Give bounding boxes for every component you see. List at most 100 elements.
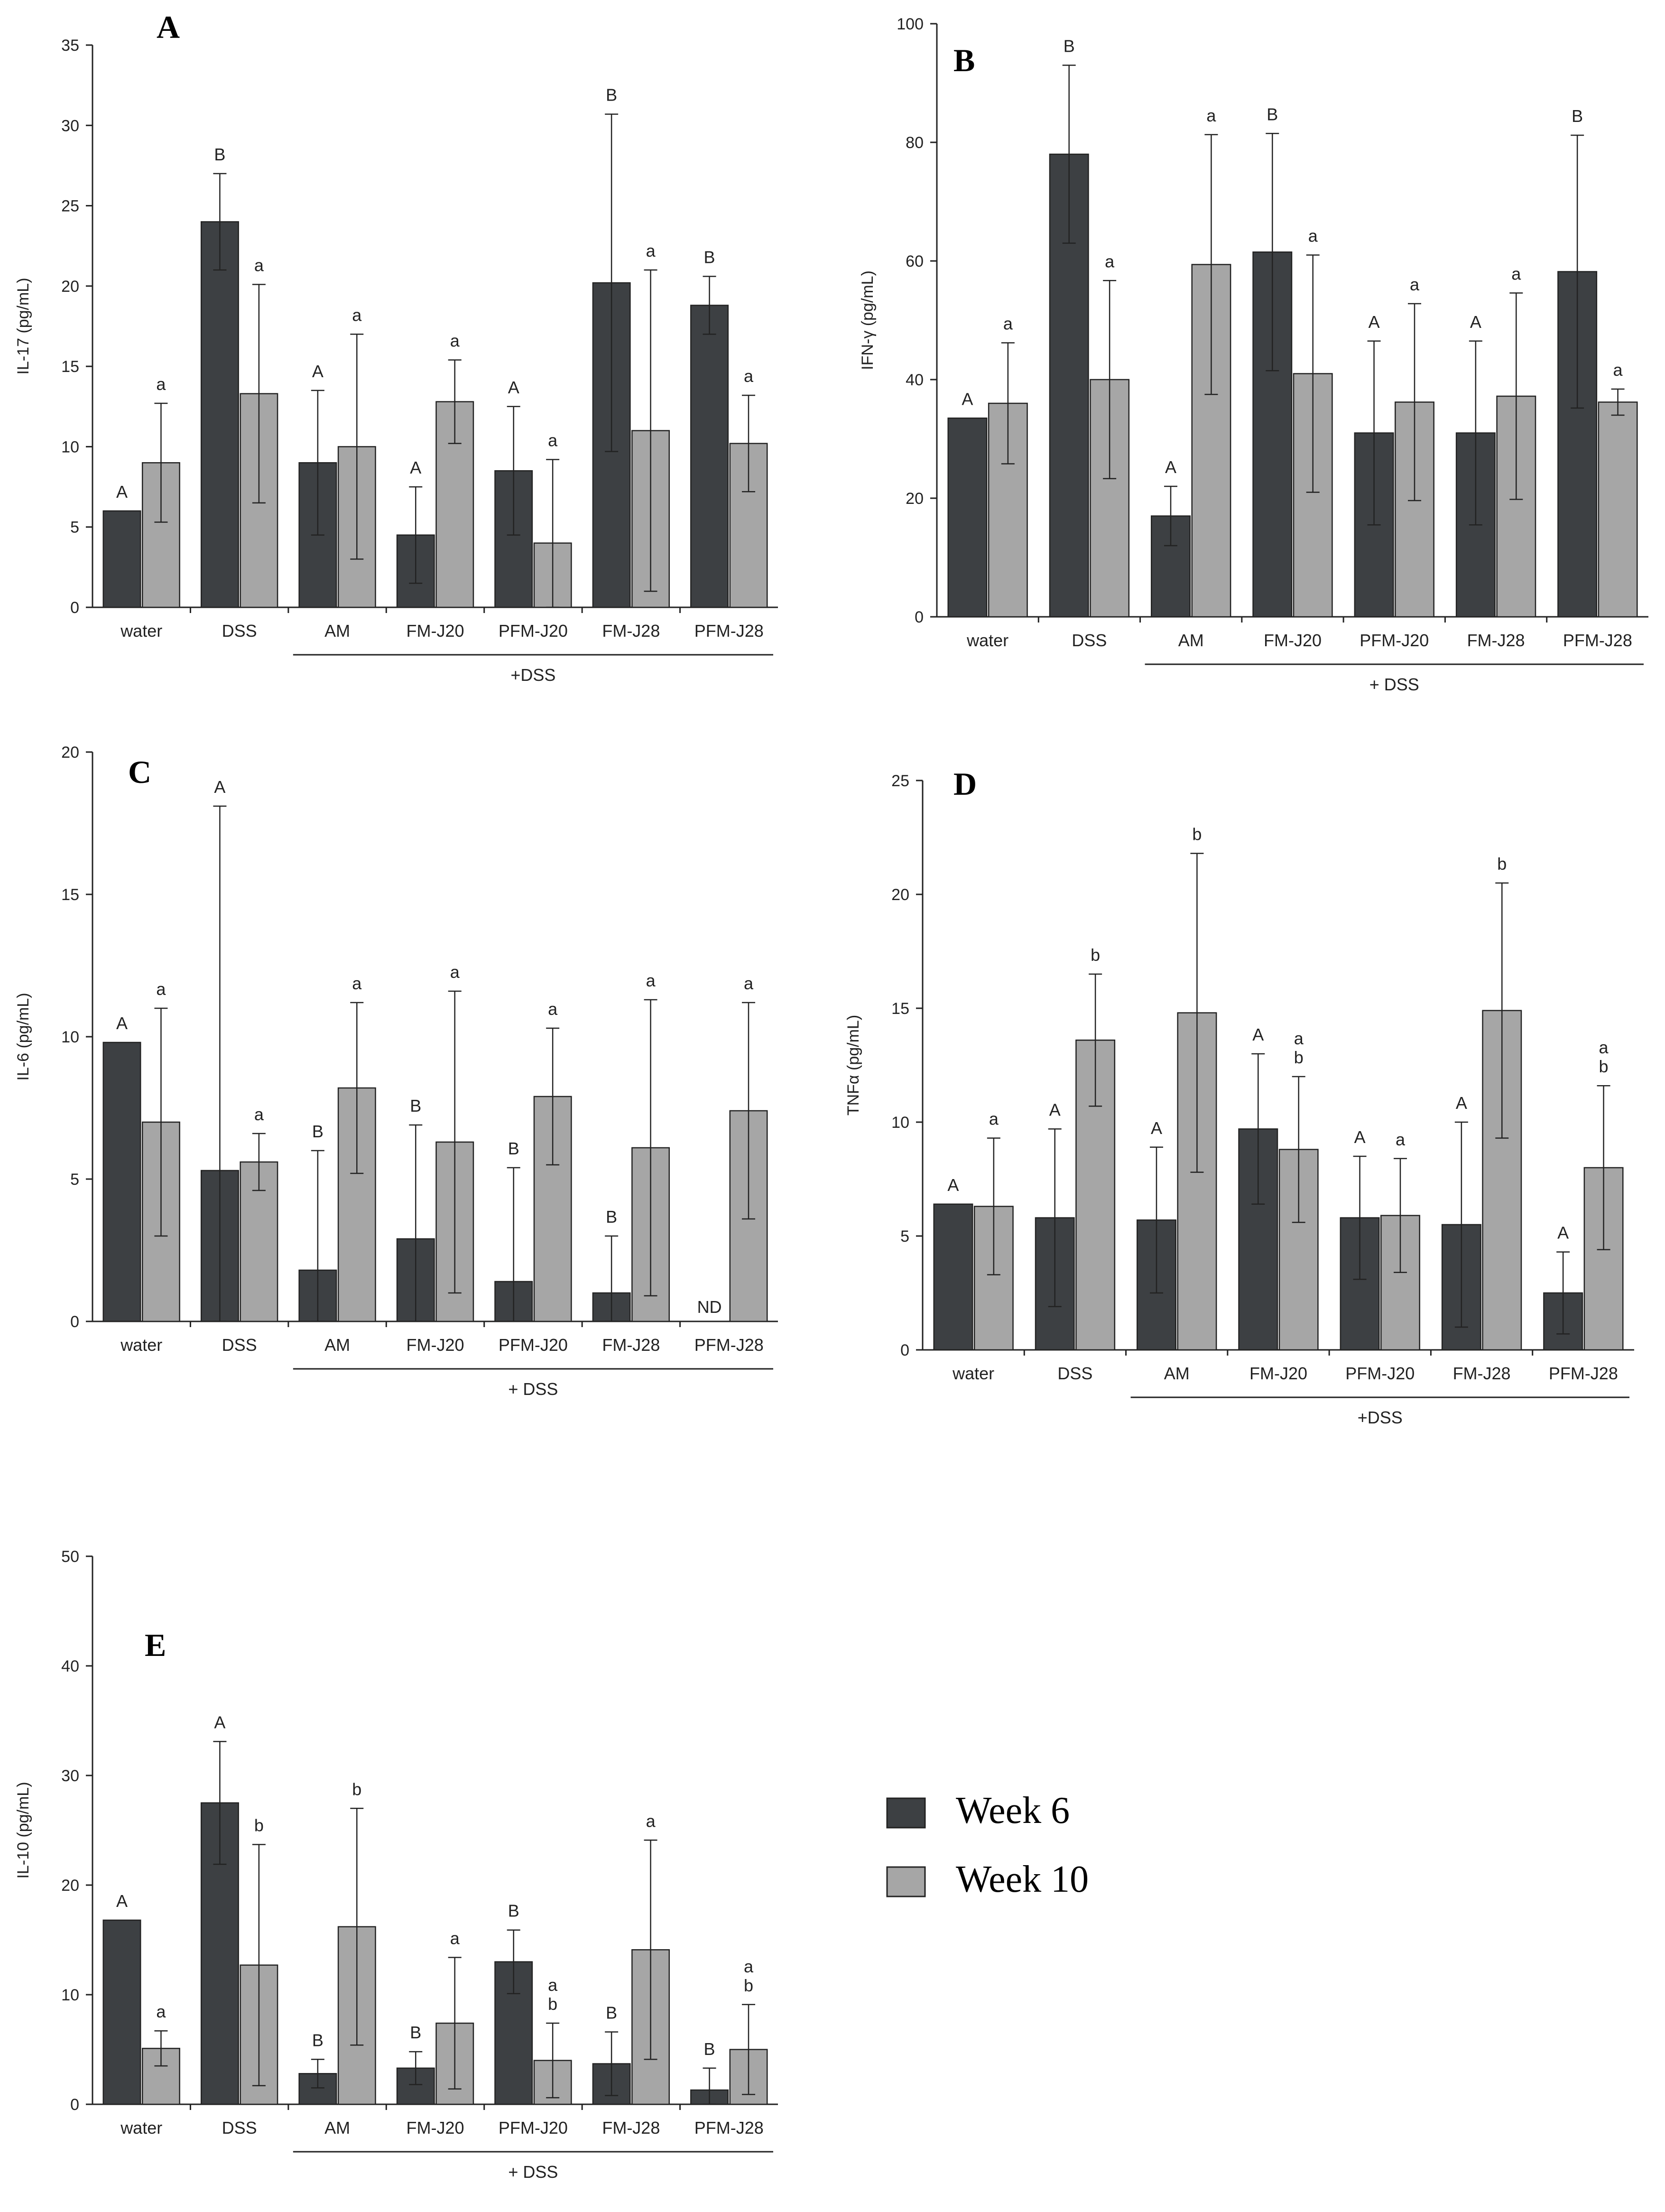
legend-swatch-week10 bbox=[886, 1866, 926, 1897]
y-tick-label: 15 bbox=[61, 886, 79, 904]
significance-letter: B bbox=[214, 145, 225, 164]
significance-letter: B bbox=[1572, 106, 1583, 126]
significance-letter: a bbox=[156, 2002, 166, 2021]
significance-letter: b bbox=[254, 1816, 264, 1835]
bar-week6 bbox=[102, 1919, 141, 2105]
y-tick-label: 0 bbox=[70, 2096, 79, 2114]
significance-letter: B bbox=[606, 1207, 617, 1227]
significance-letter: b bbox=[1497, 854, 1507, 874]
x-tick-label: FM-J28 bbox=[1453, 1364, 1511, 1383]
panel-label: A bbox=[157, 9, 180, 45]
y-tick-label: 35 bbox=[61, 37, 79, 55]
significance-letter: A bbox=[214, 777, 225, 797]
significance-letter: b bbox=[744, 1976, 753, 1995]
x-tick-label: water bbox=[966, 631, 1008, 650]
significance-letter: a bbox=[1003, 314, 1013, 334]
x-tick-label: water bbox=[120, 1335, 162, 1355]
significance-letter: A bbox=[1354, 1127, 1366, 1147]
y-axis-label: IFN-γ (pg/mL) bbox=[859, 270, 877, 370]
x-tick-label: FM-J28 bbox=[602, 621, 660, 641]
x-tick-label: FM-J20 bbox=[406, 2118, 464, 2138]
y-tick-label: 0 bbox=[70, 1313, 79, 1331]
significance-letter: A bbox=[962, 389, 973, 409]
y-tick-label: 10 bbox=[891, 1114, 909, 1132]
y-tick-label: 30 bbox=[61, 117, 79, 135]
y-tick-label: 20 bbox=[61, 278, 79, 296]
x-tick-label: PFM-J20 bbox=[1360, 631, 1429, 650]
y-tick-label: 0 bbox=[900, 1341, 909, 1359]
significance-letter: A bbox=[947, 1175, 959, 1195]
significance-letter: a bbox=[646, 1811, 656, 1831]
y-tick-label: 0 bbox=[915, 608, 924, 626]
significance-letter: a bbox=[352, 974, 362, 993]
panel-label: C bbox=[128, 754, 151, 790]
legend-label: Week 10 bbox=[956, 1859, 1089, 1900]
significance-letter: a bbox=[450, 331, 460, 351]
significance-letter: b bbox=[1192, 825, 1202, 844]
significance-letter: B bbox=[410, 2023, 421, 2042]
y-tick-label: 100 bbox=[897, 15, 924, 33]
x-tick-label: FM-J28 bbox=[602, 1335, 660, 1355]
bar-week6 bbox=[494, 470, 533, 608]
group-label: + DSS bbox=[508, 1379, 558, 1399]
significance-letter: A bbox=[1456, 1093, 1467, 1113]
not-detected-label: ND bbox=[697, 1297, 722, 1317]
x-tick-label: DSS bbox=[1057, 1364, 1092, 1383]
x-tick-label: water bbox=[952, 1364, 994, 1383]
significance-letter: a bbox=[646, 971, 656, 990]
x-tick-label: water bbox=[120, 2118, 162, 2138]
y-tick-label: 50 bbox=[61, 1548, 79, 1566]
x-tick-label: FM-J28 bbox=[1467, 631, 1525, 650]
significance-letter: B bbox=[312, 2030, 324, 2050]
significance-letter: a bbox=[254, 1105, 264, 1124]
significance-letter: B bbox=[410, 1096, 421, 1115]
significance-letter: A bbox=[1049, 1100, 1061, 1119]
x-tick-label: PFM-J28 bbox=[694, 621, 764, 641]
x-tick-label: PFM-J20 bbox=[1345, 1364, 1415, 1383]
y-tick-label: 40 bbox=[61, 1657, 79, 1675]
significance-letter: a bbox=[156, 374, 166, 394]
significance-letter: b bbox=[1599, 1057, 1609, 1076]
significance-letter: A bbox=[116, 482, 128, 502]
significance-letter: a bbox=[646, 241, 656, 260]
y-tick-label: 20 bbox=[61, 1877, 79, 1895]
group-label: +DSS bbox=[510, 665, 555, 685]
significance-letter: a bbox=[548, 1975, 558, 1995]
y-axis-label: IL-17 (pg/mL) bbox=[14, 278, 32, 374]
significance-letter: a bbox=[1613, 360, 1623, 380]
legend-label: Week 6 bbox=[956, 1790, 1070, 1831]
significance-letter: a bbox=[548, 431, 558, 450]
significance-letter: a bbox=[1599, 1038, 1609, 1057]
significance-letter: a bbox=[1410, 275, 1420, 294]
significance-letter: a bbox=[450, 962, 460, 982]
y-tick-label: 10 bbox=[61, 1028, 79, 1046]
x-tick-label: PFM-J28 bbox=[694, 1335, 764, 1355]
significance-letter: a bbox=[744, 974, 754, 993]
x-tick-label: FM-J28 bbox=[602, 2118, 660, 2138]
significance-letter: A bbox=[508, 378, 519, 397]
x-tick-label: DSS bbox=[222, 1335, 257, 1355]
x-tick-label: DSS bbox=[1072, 631, 1107, 650]
x-tick-label: AM bbox=[324, 1335, 350, 1355]
panel-label: D bbox=[953, 766, 977, 802]
y-tick-label: 5 bbox=[70, 1171, 79, 1189]
significance-letter: B bbox=[1064, 37, 1075, 56]
group-label: + DSS bbox=[1369, 675, 1419, 694]
y-tick-label: 25 bbox=[891, 772, 909, 790]
x-tick-label: DSS bbox=[222, 2118, 257, 2138]
significance-letter: A bbox=[1252, 1025, 1264, 1044]
significance-letter: A bbox=[1151, 1118, 1162, 1138]
x-tick-label: PFM-J20 bbox=[499, 2118, 568, 2138]
significance-letter: a bbox=[254, 255, 264, 275]
panel-label: E bbox=[145, 1627, 166, 1663]
y-axis-label: IL-6 (pg/mL) bbox=[14, 993, 32, 1080]
significance-letter: A bbox=[312, 362, 324, 381]
y-tick-label: 10 bbox=[61, 438, 79, 456]
bar-week6 bbox=[690, 305, 729, 608]
x-tick-label: AM bbox=[1178, 631, 1204, 650]
y-tick-label: 40 bbox=[906, 371, 924, 389]
